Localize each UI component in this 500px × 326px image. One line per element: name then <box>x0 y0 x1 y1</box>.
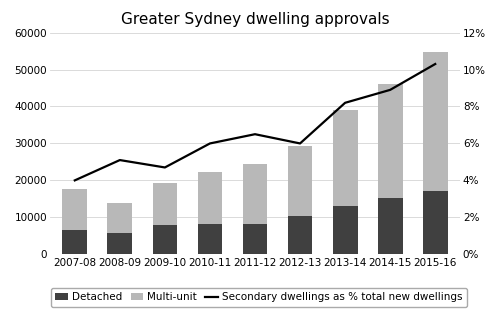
Bar <box>378 198 402 254</box>
Bar <box>62 230 87 254</box>
Bar <box>152 226 178 254</box>
Legend: Detached, Multi-unit, Secondary dwellings as % total new dwellings: Detached, Multi-unit, Secondary dwelling… <box>51 288 467 307</box>
Bar <box>423 191 448 254</box>
Bar <box>288 216 312 254</box>
Bar <box>108 233 132 254</box>
Bar <box>332 206 357 254</box>
Bar <box>108 203 132 233</box>
Bar <box>198 172 222 224</box>
Bar <box>152 183 178 226</box>
Title: Greater Sydney dwelling approvals: Greater Sydney dwelling approvals <box>120 12 390 27</box>
Bar <box>332 110 357 206</box>
Bar <box>62 189 87 230</box>
Bar <box>423 52 448 191</box>
Bar <box>242 164 268 224</box>
Bar <box>198 224 222 254</box>
Bar <box>288 146 312 216</box>
Bar <box>378 83 402 198</box>
Bar <box>242 224 268 254</box>
